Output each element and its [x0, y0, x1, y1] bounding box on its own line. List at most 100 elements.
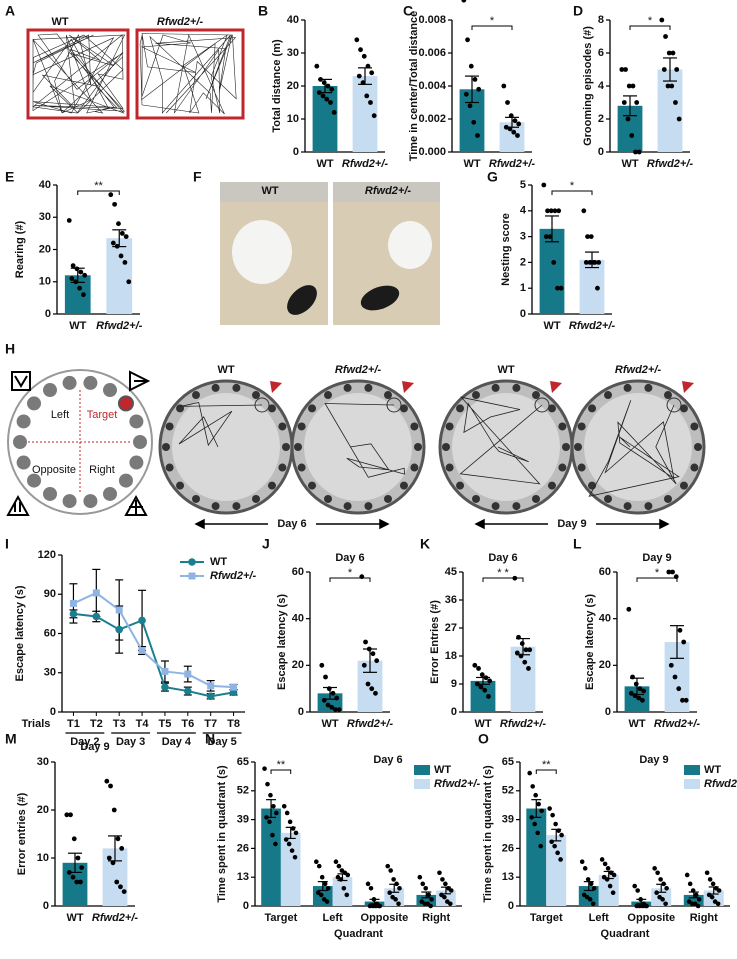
maze-hole	[644, 502, 653, 511]
y-tick-label: 27	[445, 622, 457, 634]
significance-bracket	[551, 190, 593, 195]
bar	[526, 808, 547, 906]
data-point	[555, 850, 560, 856]
data-point	[674, 67, 680, 72]
data-point	[388, 868, 393, 873]
bar	[106, 238, 133, 314]
maze-hole	[414, 443, 422, 451]
legend-label: Rfwd2+/-	[210, 570, 256, 582]
data-point	[670, 50, 676, 56]
data-point	[715, 901, 721, 907]
data-point	[629, 133, 635, 138]
y-tick-label: 0.000	[418, 146, 446, 158]
marker	[184, 670, 192, 678]
target-arrow	[550, 381, 562, 393]
data-point	[634, 100, 640, 105]
x-tick-label: WT	[463, 158, 480, 170]
x-tick-label: WT	[321, 718, 338, 730]
data-point	[69, 276, 75, 281]
bar	[332, 877, 353, 906]
data-point	[114, 879, 120, 885]
y-tick-label: 30	[37, 756, 49, 768]
data-point	[423, 885, 429, 891]
data-point	[287, 819, 293, 825]
x-tick-label: Rfwd2+/-	[96, 320, 142, 332]
data-point	[324, 899, 330, 904]
maze-hole	[27, 396, 42, 411]
data-point	[116, 221, 121, 227]
chart-title: Day 9	[642, 552, 671, 564]
data-point	[672, 674, 678, 680]
maze-hole	[604, 494, 612, 503]
x-axis-label: Quadrant	[334, 928, 383, 940]
path-trace	[459, 396, 543, 485]
panel-letter: M	[5, 731, 17, 747]
y-tick-label: 120	[38, 549, 56, 561]
maze-hole	[103, 486, 117, 501]
data-point	[461, 0, 467, 3]
data-point	[637, 686, 643, 692]
marker	[138, 616, 146, 625]
bar	[510, 646, 536, 712]
x-tick-label: WT	[69, 320, 86, 332]
y-tick-label: 0	[43, 900, 49, 912]
data-point	[108, 783, 113, 789]
data-point	[633, 681, 639, 687]
data-point	[70, 263, 76, 269]
legend-label: WT	[210, 556, 227, 568]
x-tick-label: Rfwd2+/-	[342, 158, 388, 170]
maze-hole	[103, 383, 117, 398]
data-point	[633, 149, 638, 155]
data-point	[289, 848, 295, 853]
maze-hole	[679, 481, 688, 490]
quadrant-label: Opposite	[32, 464, 76, 476]
data-point	[336, 707, 342, 713]
x-tick-label: Rfwd2+/-	[569, 320, 615, 332]
data-point	[583, 260, 589, 265]
data-point	[519, 641, 525, 646]
data-point	[704, 870, 710, 876]
day-label: Day 3	[116, 736, 145, 748]
x-tick-label: Rfwd2+/-	[500, 718, 546, 730]
data-point	[552, 843, 557, 849]
maze-hole	[129, 455, 144, 470]
nest	[388, 221, 432, 269]
maze-hole	[252, 494, 260, 503]
photo-label: Rfwd2+/-	[365, 185, 411, 197]
y-tick-label: 4	[520, 205, 527, 217]
data-point	[666, 50, 672, 56]
data-point	[663, 34, 668, 39]
maze-hole	[129, 414, 144, 429]
data-point	[599, 857, 605, 862]
maze-hole	[118, 473, 133, 488]
data-point	[118, 884, 123, 890]
data-point	[420, 881, 426, 887]
maze-hole	[604, 391, 612, 400]
data-point	[684, 872, 690, 878]
data-point	[630, 83, 636, 89]
data-point	[77, 285, 82, 291]
data-point	[539, 808, 544, 814]
maze-photo-inner	[172, 393, 280, 501]
data-point	[365, 881, 371, 887]
maze-photo-inner	[304, 393, 412, 501]
data-point	[385, 863, 391, 869]
maze-hole	[162, 443, 170, 451]
maze-hole	[16, 414, 31, 429]
data-point	[659, 17, 665, 23]
y-tick-label: 6	[598, 47, 604, 59]
data-point	[376, 903, 382, 909]
maze-hole	[399, 481, 408, 490]
y-tick-label: 0	[243, 900, 249, 912]
legend-label: Rfwd2+/-	[704, 778, 737, 790]
data-point	[664, 885, 669, 891]
x-tick-label: T1	[67, 718, 80, 730]
data-point	[321, 80, 327, 86]
data-point	[582, 866, 588, 871]
marker	[115, 606, 123, 614]
y-tick-label: 0	[605, 706, 611, 718]
maze-diagram	[6, 369, 153, 516]
y-tick-label: 0.006	[418, 47, 446, 59]
maze-hole	[43, 486, 57, 501]
panel-letter: B	[258, 3, 268, 19]
